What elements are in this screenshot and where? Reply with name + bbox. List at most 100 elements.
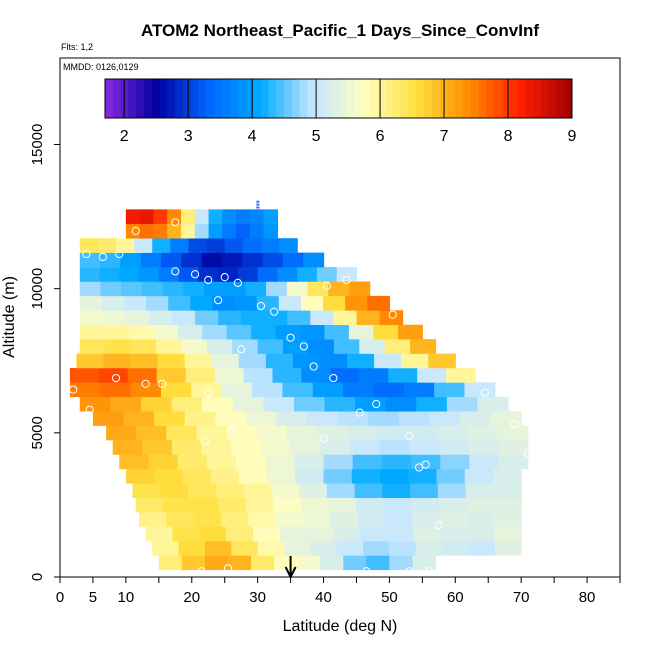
heatmap-cell <box>201 440 232 455</box>
heatmap-cell <box>112 440 143 455</box>
heatmap-cell <box>211 353 240 369</box>
heatmap-cell <box>127 367 158 383</box>
heatmap-cell <box>297 555 321 571</box>
arrow-head <box>284 566 297 580</box>
heatmap-cell <box>140 252 162 268</box>
colorbar-segment <box>416 79 425 118</box>
x-tick-label: 5 <box>89 589 97 606</box>
colorbar-segment <box>463 79 472 118</box>
heatmap-cell <box>446 367 476 383</box>
heatmap-cell <box>374 353 402 369</box>
heatmap-cell <box>264 310 288 326</box>
sample-point <box>434 521 443 530</box>
heatmap-cell <box>279 238 298 253</box>
heatmap-cell <box>79 310 104 326</box>
heatmap-cell <box>157 353 186 369</box>
heatmap-cell <box>367 295 391 311</box>
heatmap-cell <box>287 310 311 326</box>
heatmap-cell <box>191 382 223 398</box>
heatmap-cell <box>323 468 353 484</box>
colorbar-segment <box>315 79 324 118</box>
sample-point <box>309 362 318 371</box>
heatmap-cell <box>106 425 137 441</box>
heatmap-cell <box>440 526 469 542</box>
heatmap-cell <box>323 295 346 311</box>
heatmap-cell <box>190 497 219 513</box>
heatmap-cell <box>299 483 328 499</box>
heatmap-cell <box>466 512 495 527</box>
heatmap-cell <box>193 512 222 527</box>
heatmap-cell <box>387 526 415 542</box>
heatmap-cell <box>333 339 360 354</box>
heatmap-cell <box>252 526 281 542</box>
colorbar-segment <box>556 79 565 118</box>
heatmap-cell <box>497 425 529 441</box>
sample-point <box>171 267 180 276</box>
heatmap-cell <box>429 411 461 426</box>
heatmap-cell <box>357 512 386 527</box>
heatmap-cell <box>333 310 358 326</box>
latitude-marker-arrow <box>284 556 297 580</box>
heatmap-cell <box>464 468 494 484</box>
heatmap-cell <box>359 367 389 383</box>
axes: 0 5 10 20 30 40 50 60 70 80 0 5000 10000 15000 <box>29 124 621 606</box>
heatmap-cell <box>79 238 99 253</box>
colorbar-tick-label: 2 <box>120 128 129 145</box>
sample-point <box>424 567 434 576</box>
heatmap-cell <box>156 367 187 383</box>
heatmap-cell <box>256 200 260 203</box>
heatmap-cell <box>119 454 150 470</box>
heatmap-cell <box>312 382 344 398</box>
heatmap-cell <box>97 238 117 253</box>
heatmap-cell <box>188 483 217 499</box>
heatmap-cell <box>231 440 262 455</box>
heatmap-cell <box>468 540 496 556</box>
heatmap-cell <box>139 209 155 225</box>
sample-point <box>480 388 490 397</box>
heatmap-cell <box>228 555 252 571</box>
heatmap-cell <box>324 396 356 412</box>
heatmap-cell <box>135 497 164 513</box>
heatmap-cell <box>377 425 408 441</box>
sample-point <box>329 373 338 383</box>
heatmap-cell <box>383 497 412 513</box>
heatmap-cell <box>100 382 132 398</box>
heatmap-cell <box>498 454 529 470</box>
heatmap-cell <box>320 555 344 571</box>
heatmap-cell <box>251 324 277 340</box>
heatmap-cell <box>352 454 383 470</box>
heatmap-cell <box>153 223 168 239</box>
colorbar-segment <box>540 79 550 118</box>
heatmap-cell <box>245 497 275 513</box>
heatmap-cell <box>215 483 245 499</box>
heatmap-cell <box>438 440 470 455</box>
heatmap-cell <box>398 411 431 426</box>
heatmap-cell <box>257 267 279 282</box>
heatmap-cell <box>222 209 237 225</box>
colorbar-segment <box>221 79 231 118</box>
heatmap-cell <box>171 396 203 412</box>
heatmap-cell <box>260 238 280 253</box>
heatmap-cell <box>446 396 479 412</box>
colorbar-tick-label: 4 <box>248 128 257 145</box>
colorbar-segment <box>517 79 526 118</box>
sample-point <box>421 460 430 469</box>
colorbar-segment <box>361 79 371 118</box>
heatmap-cell <box>154 468 183 484</box>
heatmap-cell <box>167 209 182 225</box>
heatmap-cell <box>493 497 522 513</box>
heatmap-cell <box>438 497 467 513</box>
colorbar-segment <box>268 79 277 118</box>
heatmap-cell <box>359 339 386 354</box>
heatmap-cell <box>333 526 361 542</box>
heatmap-cell <box>206 339 233 354</box>
heatmap-cell <box>437 425 469 441</box>
heatmap-cell <box>236 223 251 239</box>
heatmap-cell <box>347 425 378 441</box>
heatmap-cell <box>356 497 385 513</box>
heatmap-cell <box>356 310 381 326</box>
heatmap-cell <box>232 396 264 412</box>
heatmap-cell <box>316 425 348 441</box>
heatmap-cell <box>103 353 132 369</box>
